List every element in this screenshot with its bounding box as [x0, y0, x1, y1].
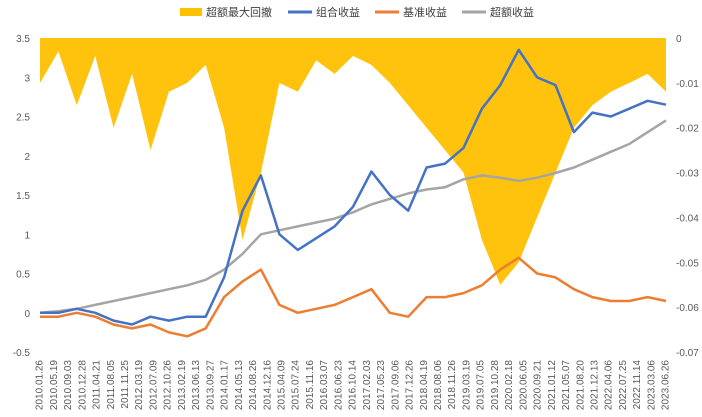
legend-label-benchmark: 基准收益	[403, 5, 447, 19]
x-tick-label: 2013.02.19	[177, 360, 188, 410]
x-tick-label: 2011.08.05	[106, 360, 117, 410]
x-tick-label: 2017.12.26	[405, 360, 416, 410]
x-tick-label: 2013.09.27	[205, 360, 216, 410]
x-tick-label: 2022.04.06	[604, 360, 615, 410]
x-tick-label: 2021.08.20	[575, 360, 586, 410]
x-tick-label: 2016.10.14	[348, 360, 359, 410]
x-tick-label: 2016.06.23	[333, 360, 344, 410]
right-tick-label: -0.07	[676, 348, 699, 359]
x-tick-label: 2015.04.09	[277, 360, 288, 410]
right-tick-label: -0.01	[676, 79, 699, 90]
x-tick-label: 2017.09.06	[390, 360, 401, 410]
x-tick-label: 2019.03.19	[461, 360, 472, 410]
x-tick-label: 2018.11.26	[447, 360, 458, 410]
legend: 超额最大回撤 组合收益 基准收益 超额收益	[180, 5, 534, 19]
x-tick-label: 2011.04.21	[92, 360, 103, 410]
legend-item-portfolio: 组合收益	[288, 5, 360, 19]
x-tick-label: 2023.06.26	[661, 360, 672, 410]
x-tick-label: 2017.02.03	[362, 360, 373, 410]
drawdown-area-layer	[40, 38, 666, 285]
series-line-excess	[39, 119, 667, 315]
x-tick-label: 2010.01.26	[35, 360, 46, 410]
series-line-benchmark	[40, 256, 667, 338]
left-tick-label: -0.5	[13, 348, 31, 359]
x-tick-label: 2016.03.07	[319, 360, 330, 410]
left-tick-label: 3.5	[16, 34, 30, 45]
left-tick-label: 2.5	[16, 113, 30, 124]
legend-label-portfolio: 组合收益	[316, 5, 360, 19]
right-tick-label: -0.04	[676, 213, 699, 224]
line-series-layer	[39, 48, 667, 338]
legend-swatch-drawdown	[180, 8, 202, 16]
left-tick-label: 0	[24, 309, 30, 320]
x-tick-label: 2010.05.19	[49, 360, 60, 410]
x-tick-label: 2012.07.09	[148, 360, 159, 410]
left-tick-label: 2	[24, 152, 30, 163]
x-tick-label: 2022.11.14	[632, 360, 643, 410]
right-tick-label: -0.06	[676, 303, 699, 314]
x-tick-label: 2012.10.26	[163, 360, 174, 410]
x-tick-label: 2019.07.05	[476, 360, 487, 410]
x-tick-label: 2020.09.21	[533, 360, 544, 410]
x-tick-label: 2020.02.18	[504, 360, 515, 410]
x-tick-label: 2014.12.16	[262, 360, 273, 410]
x-tick-label: 2018.04.19	[419, 360, 430, 410]
x-tick-label: 2012.03.19	[134, 360, 145, 410]
x-tick-label: 2014.05.13	[234, 360, 245, 410]
x-tick-label: 2015.07.24	[291, 360, 302, 410]
right-tick-label: -0.02	[676, 124, 699, 135]
x-tick-label: 2010.12.28	[77, 360, 88, 410]
x-tick-label: 2014.01.17	[220, 360, 231, 410]
x-tick-label: 2020.06.05	[518, 360, 529, 410]
x-tick-label: 2010.09.03	[63, 360, 74, 410]
x-tick-label: 2019.10.28	[490, 360, 501, 410]
right-tick-label: -0.05	[676, 258, 699, 269]
x-tick-label: 2018.08.06	[433, 360, 444, 410]
left-tick-label: 1.5	[16, 191, 30, 202]
x-tick-label: 2015.11.16	[305, 360, 316, 410]
right-tick-label: -0.03	[676, 169, 699, 180]
legend-item-excess: 超额收益	[462, 5, 534, 19]
series-line-portfolio	[40, 48, 667, 326]
x-axis: 2010.01.26 2010.05.19 2010.09.03 2010.12.28…	[35, 360, 672, 410]
legend-item-drawdown: 超额最大回撤	[180, 5, 272, 19]
left-axis: -0.5 0 0.5 1 1.5 2 2.5 3 3.5	[13, 34, 31, 359]
x-tick-label: 2014.08.26	[248, 360, 259, 410]
right-axis: -0.07 -0.06 -0.05 -0.04 -0.03 -0.02 -0.01 0	[676, 34, 699, 359]
legend-item-benchmark: 基准收益	[375, 5, 447, 19]
x-tick-label: 2013.06.13	[191, 360, 202, 410]
legend-label-drawdown: 超额最大回撤	[206, 5, 272, 19]
x-tick-label: 2017.05.23	[376, 360, 387, 410]
left-tick-label: 0.5	[16, 270, 30, 281]
legend-label-excess: 超额收益	[490, 5, 534, 19]
x-tick-label: 2021.01.12	[547, 360, 558, 410]
left-tick-label: 1	[24, 230, 30, 241]
left-tick-label: 3	[24, 73, 30, 84]
x-tick-label: 2021.05.07	[561, 360, 572, 410]
x-tick-label: 2022.07.25	[618, 360, 629, 410]
x-tick-label: 2023.03.06	[646, 360, 657, 410]
x-tick-label: 2011.11.25	[120, 360, 131, 409]
x-tick-label: 2021.12.13	[590, 360, 601, 410]
right-tick-label: 0	[676, 34, 682, 45]
series-area-drawdown	[40, 38, 666, 285]
